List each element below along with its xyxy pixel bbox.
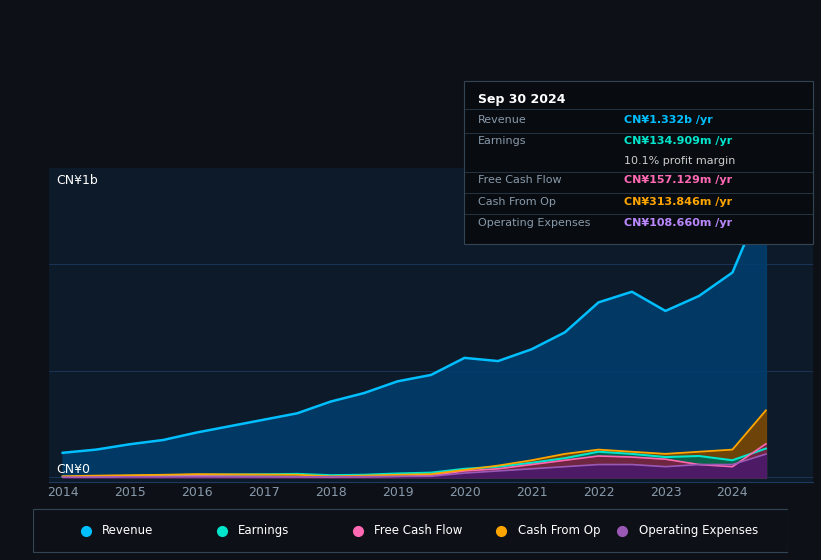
Text: Revenue: Revenue <box>478 115 526 125</box>
Text: Earnings: Earnings <box>478 137 526 146</box>
Text: CN¥313.846m /yr: CN¥313.846m /yr <box>624 197 732 207</box>
Text: CN¥108.660m /yr: CN¥108.660m /yr <box>624 218 732 227</box>
Text: CN¥134.909m /yr: CN¥134.909m /yr <box>624 137 732 146</box>
Text: Revenue: Revenue <box>103 524 154 537</box>
FancyBboxPatch shape <box>464 81 813 244</box>
Text: Free Cash Flow: Free Cash Flow <box>374 524 462 537</box>
Text: CN¥0: CN¥0 <box>56 464 90 477</box>
Text: Cash From Op: Cash From Op <box>518 524 600 537</box>
Text: Sep 30 2024: Sep 30 2024 <box>478 92 566 106</box>
Text: Earnings: Earnings <box>238 524 290 537</box>
Text: Free Cash Flow: Free Cash Flow <box>478 175 562 185</box>
Text: CN¥1.332b /yr: CN¥1.332b /yr <box>624 115 713 125</box>
Text: CN¥157.129m /yr: CN¥157.129m /yr <box>624 175 732 185</box>
Text: Operating Expenses: Operating Expenses <box>478 218 590 227</box>
Text: CN¥1b: CN¥1b <box>56 174 98 187</box>
Text: Cash From Op: Cash From Op <box>478 197 556 207</box>
Text: 10.1% profit margin: 10.1% profit margin <box>624 156 736 166</box>
Text: Operating Expenses: Operating Expenses <box>639 524 758 537</box>
